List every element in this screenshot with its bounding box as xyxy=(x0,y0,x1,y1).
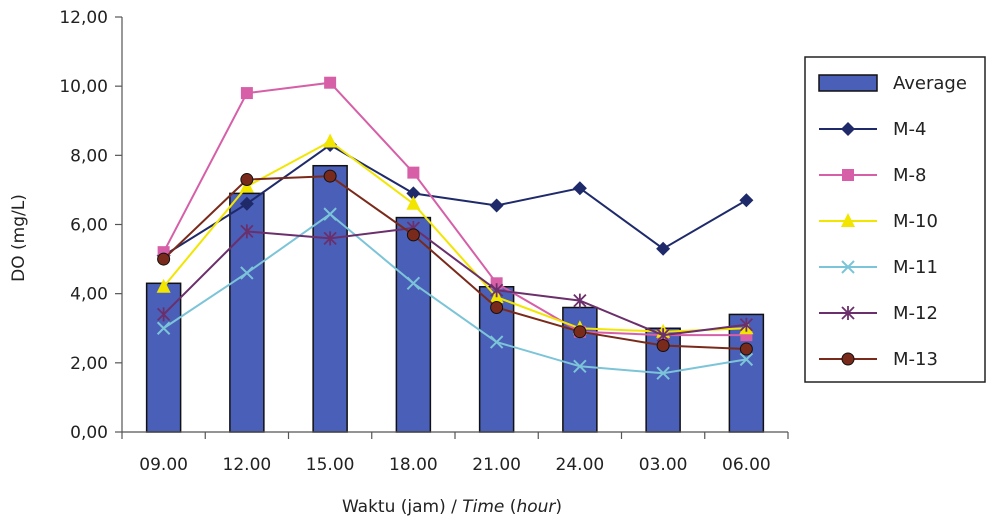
x-tick-label: 09.00 xyxy=(139,455,188,475)
point-m13 xyxy=(323,169,337,183)
point-m11 xyxy=(323,207,337,221)
legend-marker-m8 xyxy=(842,169,854,181)
legend-label-m11: M-11 xyxy=(893,257,938,278)
series-line-m4 xyxy=(163,143,747,257)
legend-label-m8: M-8 xyxy=(893,165,926,186)
point-m4 xyxy=(656,241,671,256)
point-m11 xyxy=(406,276,421,290)
point-m12 xyxy=(489,283,504,298)
point-m12 xyxy=(573,293,587,308)
point-m12 xyxy=(323,231,337,246)
series-layer xyxy=(156,76,754,380)
point-m8 xyxy=(240,87,253,100)
point-m13 xyxy=(406,228,420,242)
x-tick-label: 03.00 xyxy=(639,455,688,475)
x-axis-label: Waktu (jam) / Time (hour) xyxy=(342,497,562,517)
point-m11 xyxy=(489,335,504,349)
point-m4 xyxy=(239,196,254,211)
legend-label-m13: M-13 xyxy=(893,349,938,370)
point-m11 xyxy=(656,366,670,380)
legend-marker-m13 xyxy=(841,352,855,366)
point-m4 xyxy=(739,193,754,208)
point-m13 xyxy=(490,301,504,314)
y-tick-label: 10,00 xyxy=(59,77,108,97)
legend-label-m10: M-10 xyxy=(893,211,938,232)
point-m10 xyxy=(156,278,171,293)
point-m12 xyxy=(739,317,754,332)
legend-label-m4: M-4 xyxy=(893,119,926,140)
bar-average xyxy=(395,216,432,433)
point-m10 xyxy=(406,195,421,210)
bar-average xyxy=(145,282,182,433)
series-line-m12 xyxy=(162,226,747,337)
x-axis-label-paren-close: ) xyxy=(555,497,562,517)
x-axis-label-italic-2: hour xyxy=(516,497,556,517)
point-m13 xyxy=(157,252,171,266)
point-m4 xyxy=(572,181,587,196)
legend: Average M-4 M-8 M-10 M-11 M-12 M-13 xyxy=(804,56,986,383)
bars-layer xyxy=(145,164,765,433)
x-axis-label-paren-open: ( xyxy=(504,497,516,517)
point-m11 xyxy=(240,266,254,280)
legend-label-m12: M-12 xyxy=(893,303,938,324)
legend-marker-m11 xyxy=(841,260,855,274)
y-tick-label: 0,00 xyxy=(70,423,108,443)
legend-box xyxy=(804,56,986,383)
x-tick-label: 15.00 xyxy=(306,455,355,475)
point-m8 xyxy=(324,76,337,89)
y-tick-label: 6,00 xyxy=(70,216,108,236)
x-tick-label: 24.00 xyxy=(556,455,605,475)
series-line-m11 xyxy=(163,212,747,375)
y-tick-label: 8,00 xyxy=(70,146,108,166)
x-axis-label-plain: Waktu (jam) / xyxy=(342,497,462,517)
point-m13 xyxy=(240,173,254,187)
legend-label-average: Average xyxy=(893,73,967,94)
legend-swatch-average xyxy=(818,74,878,92)
point-m4 xyxy=(489,198,504,213)
y-tick-label: 12,00 xyxy=(59,8,108,28)
series-line-m13 xyxy=(162,175,747,350)
point-m4 xyxy=(406,186,421,201)
y-tick-label: 2,00 xyxy=(70,354,108,374)
legend-marker-m12 xyxy=(841,306,855,320)
point-m10 xyxy=(323,133,338,148)
point-m11 xyxy=(573,359,587,373)
point-m13 xyxy=(656,339,670,353)
x-tick-label: 21.00 xyxy=(472,455,521,475)
x-tick-label: 12.00 xyxy=(223,455,272,475)
y-tick-label: 4,00 xyxy=(70,285,108,305)
y-axis-label: DO (mg/L) xyxy=(9,194,29,282)
point-m13 xyxy=(739,342,753,356)
point-m13 xyxy=(573,325,587,339)
point-m11 xyxy=(739,352,754,367)
series-line-m8 xyxy=(162,81,747,337)
point-m11 xyxy=(156,321,171,335)
legend-marker-m4 xyxy=(841,122,855,136)
x-tick-label: 18.00 xyxy=(389,455,438,475)
point-m12 xyxy=(156,307,171,322)
point-m12 xyxy=(240,224,254,239)
legend-marker-m10 xyxy=(841,213,855,227)
axes-layer: 0,00 2,00 4,00 6,00 8,00 10,00 12,00 09.00 12.00… xyxy=(59,8,789,475)
x-tick-label: 06.00 xyxy=(722,455,771,475)
point-m8 xyxy=(407,166,420,179)
x-axis-label-italic-1: Time xyxy=(462,497,504,517)
bar-average xyxy=(312,164,348,433)
